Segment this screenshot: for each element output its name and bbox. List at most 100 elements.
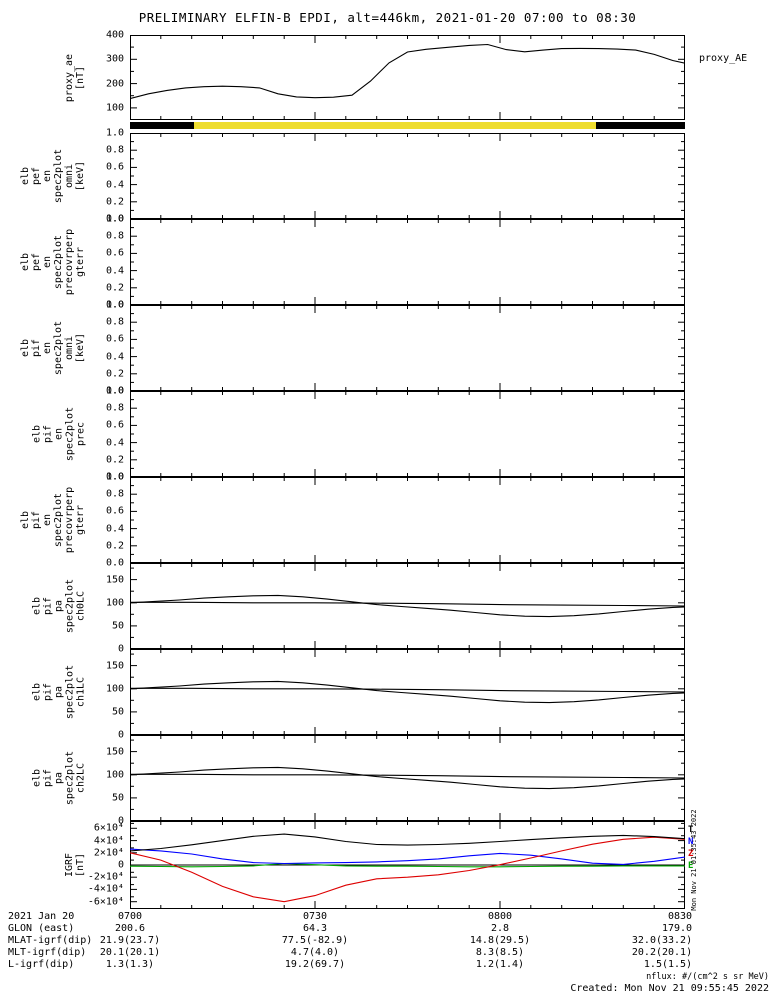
status-bar-segment-0	[130, 122, 194, 129]
ytick-label-elb-pef-en-spec2plot-precovrperp-gterr: 0.2	[105, 282, 124, 294]
ytick-label-elb-pif-en-spec2plot-precovrperp-gterr: 0.2	[105, 540, 124, 552]
ytick-label-elb-pif-en-spec2plot-omni: 0.0	[105, 385, 124, 397]
ytick-label-igrf: 4×10⁴	[93, 835, 124, 847]
table-cell: 200.6	[114, 923, 146, 934]
ytick-label-elb-pif-en-spec2plot-omni: 0.4	[105, 351, 124, 363]
table-cell: 179.0	[661, 923, 693, 934]
table-cell: 8.3(8.5)	[475, 947, 525, 958]
series-elb-pif-pa-spec2plot-ch1LC-anti-loss-cone	[130, 680, 685, 704]
ytick-label-igrf: 6×10⁴	[93, 822, 124, 834]
ytick-label-elb-pif-en-spec2plot-omni: 0.8	[105, 316, 124, 328]
ytick-label-elb-pef-en-spec2plot-precovrperp-gterr: 0.8	[105, 230, 124, 242]
ytick-label-elb-pif-en-spec2plot-prec: 0.6	[105, 419, 124, 431]
table-cell: 0700	[117, 911, 143, 922]
igrf-letter-E: E	[688, 861, 694, 871]
ytick-label-elb-pif-pa-spec2plot-ch1LC: 0	[117, 729, 124, 741]
series-elb-pif-pa-spec2plot-ch1LC-loss-cone	[130, 687, 685, 693]
table-cell: 0830	[667, 911, 693, 922]
ytick-label-elb-pif-en-spec2plot-precovrperp-gterr: 1.0	[105, 471, 124, 483]
ytick-label-elb-pif-pa-spec2plot-ch0LC: 0	[117, 643, 124, 655]
ytick-label-elb-pif-en-spec2plot-omni: 0.6	[105, 333, 124, 345]
ytick-label-elb-pef-en-spec2plot-omni: 0.4	[105, 179, 124, 191]
plot-area-elb-pif-pa-spec2plot-ch1LC	[130, 649, 685, 735]
ytick-label-elb-pef-en-spec2plot-omni: 0.8	[105, 144, 124, 156]
table-cell: 21.9(23.7)	[99, 935, 161, 946]
ytick-label-elb-pif-pa-spec2plot-ch0LC: 150	[105, 574, 124, 586]
ytick-label-elb-pef-en-spec2plot-omni: 0.2	[105, 196, 124, 208]
ytick-label-elb-pif-pa-spec2plot-ch0LC: 50	[111, 620, 124, 632]
table-cell: 2.8	[490, 923, 510, 934]
created-timestamp: Created: Mon Nov 21 09:55:45 2022	[570, 983, 769, 994]
plot-area-elb-pif-pa-spec2plot-ch0LC	[130, 563, 685, 649]
ylabel-elb-pef-en-spec2plot-omni: elb pef en spec2plot omni [keV]	[20, 148, 86, 204]
table-row-label: MLT-igrf(dip)	[8, 947, 87, 958]
plot-area-elb-pef-en-spec2plot-precovrperp-gterr	[130, 219, 685, 305]
ytick-label-elb-pif-en-spec2plot-prec: 0.0	[105, 471, 124, 483]
ytick-label-elb-pef-en-spec2plot-omni: 1.0	[105, 127, 124, 139]
ytick-label-elb-pif-en-spec2plot-prec: 0.8	[105, 402, 124, 414]
plot-area-elb-pef-en-spec2plot-omni	[130, 133, 685, 219]
ytick-label-elb-pif-pa-spec2plot-ch2LC: 100	[105, 769, 124, 781]
table-row-label: MLAT-igrf(dip)	[8, 935, 93, 946]
nflux-units-note: nflux: #/(cm^2 s sr MeV)	[646, 972, 769, 982]
table-cell: 0800	[487, 911, 513, 922]
series-elb-pif-pa-spec2plot-ch2LC-loss-cone	[130, 773, 685, 779]
ytick-label-elb-pif-pa-spec2plot-ch2LC: 50	[111, 792, 124, 804]
ytick-label-elb-pif-pa-spec2plot-ch1LC: 100	[105, 683, 124, 695]
table-cell: 19.2(69.7)	[284, 959, 346, 970]
ytick-label-elb-pif-pa-spec2plot-ch1LC: 50	[111, 706, 124, 718]
table-cell: 20.2(20.1)	[631, 947, 693, 958]
ytick-label-elb-pif-en-spec2plot-omni: 0.2	[105, 368, 124, 380]
series-elb-pif-pa-spec2plot-ch0LC-loss-cone	[130, 601, 685, 607]
ytick-label-proxy-ae: 300	[105, 53, 124, 65]
table-cell: 14.8(29.5)	[469, 935, 531, 946]
ytick-label-igrf: -4×10⁴	[87, 883, 124, 895]
plot-area-igrf	[130, 821, 685, 909]
ytick-label-elb-pif-en-spec2plot-prec: 0.4	[105, 437, 124, 449]
plot-area-elb-pif-en-spec2plot-prec	[130, 391, 685, 477]
ytick-label-elb-pef-en-spec2plot-omni: 0.0	[105, 213, 124, 225]
table-cell: 1.2(1.4)	[475, 959, 525, 970]
ytick-label-proxy-ae: 200	[105, 78, 124, 90]
status-bar-segment-2	[595, 122, 685, 129]
series-elb-pif-pa-spec2plot-ch0LC-anti-loss-cone	[130, 594, 685, 618]
ytick-label-elb-pif-pa-spec2plot-ch1LC: 150	[105, 660, 124, 672]
ytick-label-elb-pif-en-spec2plot-precovrperp-gterr: 0.8	[105, 488, 124, 500]
side-timestamp: Mon Nov 21 01:35:43 2022	[690, 809, 698, 911]
ytick-label-igrf: -6×10⁴	[87, 896, 124, 908]
table-cell: 1.3(1.3)	[105, 959, 155, 970]
table-row-label: GLON (east)	[8, 923, 75, 934]
ytick-label-elb-pef-en-spec2plot-precovrperp-gterr: 1.0	[105, 213, 124, 225]
series-igrf-E	[130, 862, 685, 868]
series-proxy-ae-proxy_AE	[130, 43, 685, 100]
ytick-label-elb-pif-en-spec2plot-prec: 0.2	[105, 454, 124, 466]
ytick-label-elb-pif-en-spec2plot-precovrperp-gterr: 0.0	[105, 557, 124, 569]
ytick-label-elb-pef-en-spec2plot-precovrperp-gterr: 0.6	[105, 247, 124, 259]
page-title: PRELIMINARY ELFIN-B EPDI, alt=446km, 202…	[138, 10, 637, 25]
ylabel-elb-pif-en-spec2plot-omni: elb pif en spec2plot omni [keV]	[20, 320, 86, 376]
igrf-letter-N: N	[688, 837, 694, 847]
table-cell: 0730	[302, 911, 328, 922]
ytick-label-proxy-ae: 400	[105, 29, 124, 41]
series-igrf-N	[130, 848, 685, 865]
ytick-label-elb-pef-en-spec2plot-precovrperp-gterr: 0.4	[105, 265, 124, 277]
plot-area-elb-pif-pa-spec2plot-ch2LC	[130, 735, 685, 821]
ytick-label-elb-pif-pa-spec2plot-ch2LC: 0	[117, 815, 124, 827]
status-bar-segment-1	[193, 122, 596, 129]
table-cell: 4.7(4.0)	[290, 947, 340, 958]
ylabel-elb-pif-en-spec2plot-prec: elb pif en spec2plot prec	[31, 406, 86, 462]
ytick-label-elb-pif-en-spec2plot-omni: 1.0	[105, 299, 124, 311]
series-igrf-T	[130, 833, 685, 852]
table-cell: 32.0(33.2)	[631, 935, 693, 946]
date-label: 2021 Jan 20	[8, 911, 75, 922]
table-cell: 20.1(20.1)	[99, 947, 161, 958]
ytick-label-elb-pif-pa-spec2plot-ch0LC: 100	[105, 597, 124, 609]
plot-area-elb-pif-en-spec2plot-precovrperp-gterr	[130, 477, 685, 563]
igrf-letter-Z: Z	[688, 849, 694, 859]
table-cell: 77.5(-82.9)	[281, 935, 349, 946]
ytick-label-elb-pif-en-spec2plot-precovrperp-gterr: 0.4	[105, 523, 124, 535]
ytick-label-elb-pif-pa-spec2plot-ch2LC: 150	[105, 746, 124, 758]
plot-area-elb-pif-en-spec2plot-omni	[130, 305, 685, 391]
ytick-label-igrf: -2×10⁴	[87, 871, 124, 883]
